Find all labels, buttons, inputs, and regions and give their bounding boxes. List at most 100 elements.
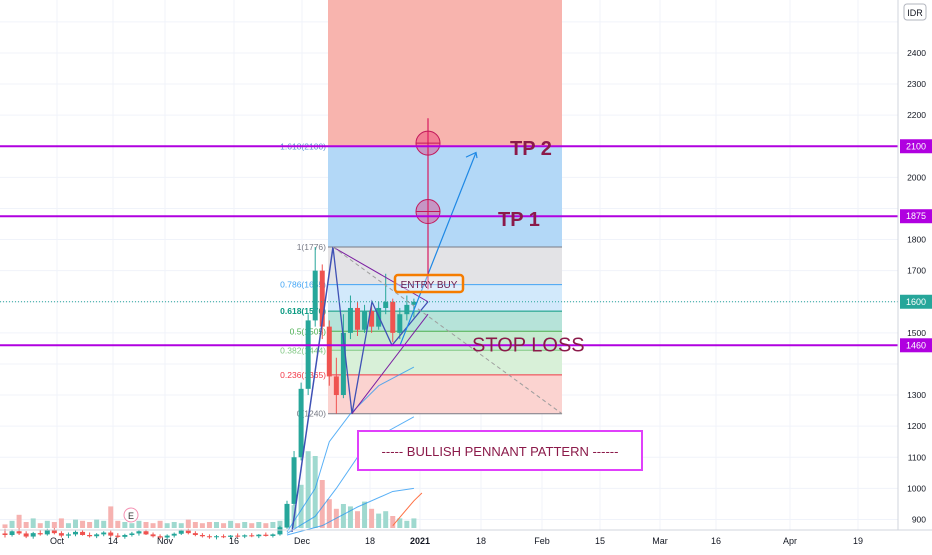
volume-bar [206,522,212,528]
candle-body[interactable] [228,535,234,537]
candle-body[interactable] [333,376,339,396]
tp2-label[interactable]: TP 2 [510,138,552,160]
stop-loss-label[interactable]: STOP LOSS [472,334,585,356]
candle-body[interactable] [404,304,410,315]
candle-body[interactable] [291,457,297,504]
price-level-tag[interactable] [900,139,932,154]
candle-body[interactable] [256,534,262,537]
price-axis-background [898,0,932,550]
volume-bar [80,520,86,528]
volume-bar [214,522,219,528]
candle-body[interactable] [369,311,375,327]
candle-body[interactable] [157,536,163,538]
moving-averages [286,366,423,536]
candle-body[interactable] [136,531,142,534]
candlestick-series[interactable] [2,247,417,540]
pattern-label-box[interactable] [357,430,643,471]
candle-body[interactable] [164,535,170,538]
candle-body[interactable] [80,531,86,535]
candle-body[interactable] [129,533,135,535]
candle-body[interactable] [355,307,360,330]
candle-body[interactable] [221,536,227,538]
candle-body[interactable] [23,533,29,537]
candle-body[interactable] [51,530,57,534]
target-zone-upper [328,0,562,147]
volume-bar [256,522,262,528]
currency-badge[interactable] [903,3,927,21]
candle-body[interactable] [37,533,43,535]
volume-bar [108,506,114,528]
candle-body[interactable] [16,531,22,534]
candle-body[interactable] [178,530,184,534]
projection-arrow-line[interactable] [399,152,477,346]
candle-body[interactable] [9,531,15,535]
earnings-marker[interactable] [123,507,139,523]
candle-body[interactable] [383,301,389,308]
candle-body[interactable] [199,535,205,537]
candle-body[interactable] [397,314,403,333]
price-tick-label: 1700 [907,266,926,276]
volume-bar [390,516,396,528]
candle-body[interactable] [347,307,353,333]
candle-body[interactable] [65,534,71,536]
candle-body[interactable] [214,536,219,538]
annotations[interactable]: TP 2 TP 1 STOP LOSS ENTRY BUY ----- BULLISH … [123,138,643,523]
candle-body[interactable] [319,270,325,327]
tp1-label[interactable]: TP 1 [498,209,540,231]
candle-body[interactable] [171,533,177,536]
candle-body[interactable] [2,533,8,535]
volume-bar [178,523,184,528]
price-axis[interactable]: IDR 2400 2300 2200 2100 2000 1800 1700 1600 1500 1… [897,0,932,550]
candle-body[interactable] [73,531,78,535]
volume-bar [136,520,142,528]
pennant-extension-dashed [332,246,563,415]
candle-body[interactable] [312,270,318,321]
candle-body[interactable] [242,535,248,537]
candle-body[interactable] [185,530,191,534]
candle-body[interactable] [305,320,311,389]
candle-body[interactable] [30,533,36,537]
entry-buy-box[interactable] [393,273,465,294]
candle-body[interactable] [87,535,93,537]
candle-body[interactable] [143,531,149,535]
candle-body[interactable] [108,532,114,536]
price-tick-label: 900 [912,514,926,524]
price-tick-label: 1000 [907,483,926,493]
candle-body[interactable] [340,332,346,396]
candle-body[interactable] [101,532,107,535]
candle-body[interactable] [192,533,198,535]
candle-body[interactable] [206,536,212,538]
candle-body[interactable] [411,301,417,305]
price-level-tag[interactable] [900,338,932,353]
price-level-tag[interactable] [900,209,932,224]
candle-body[interactable] [122,535,128,537]
candle-body[interactable] [235,535,241,537]
pennant-lower-trendline[interactable] [351,313,429,415]
candle-body[interactable] [249,535,255,537]
candle-body[interactable] [326,326,332,377]
flag-pole-line[interactable] [291,246,334,532]
fib-band-1-0786 [328,247,562,285]
candle-body[interactable] [94,534,100,537]
horizontal-levels[interactable] [0,145,898,347]
candle-body[interactable] [58,533,64,536]
fib-level-label: 0.618(1570) [280,306,326,316]
candle-body[interactable] [390,301,396,333]
candle-body[interactable] [270,534,276,536]
candle-body[interactable] [44,530,50,535]
time-axis[interactable]: Oct 14 Nov 16 Dec 18 2021 18 Feb 15 Mar 16 Apr 19 [0,529,932,546]
candle-body[interactable] [277,527,283,535]
price-level-tag[interactable] [900,294,932,309]
time-tick-label: 14 [108,536,118,546]
candle-body[interactable] [115,535,121,537]
candle-body[interactable] [298,388,304,458]
risk-reward-zones [328,0,562,414]
candle-body[interactable] [362,311,368,330]
volume-bar [369,508,375,528]
candle-body[interactable] [150,534,156,537]
candle-body[interactable] [263,534,269,536]
candle-body[interactable] [284,503,290,528]
pattern-drawings[interactable] [291,118,563,532]
